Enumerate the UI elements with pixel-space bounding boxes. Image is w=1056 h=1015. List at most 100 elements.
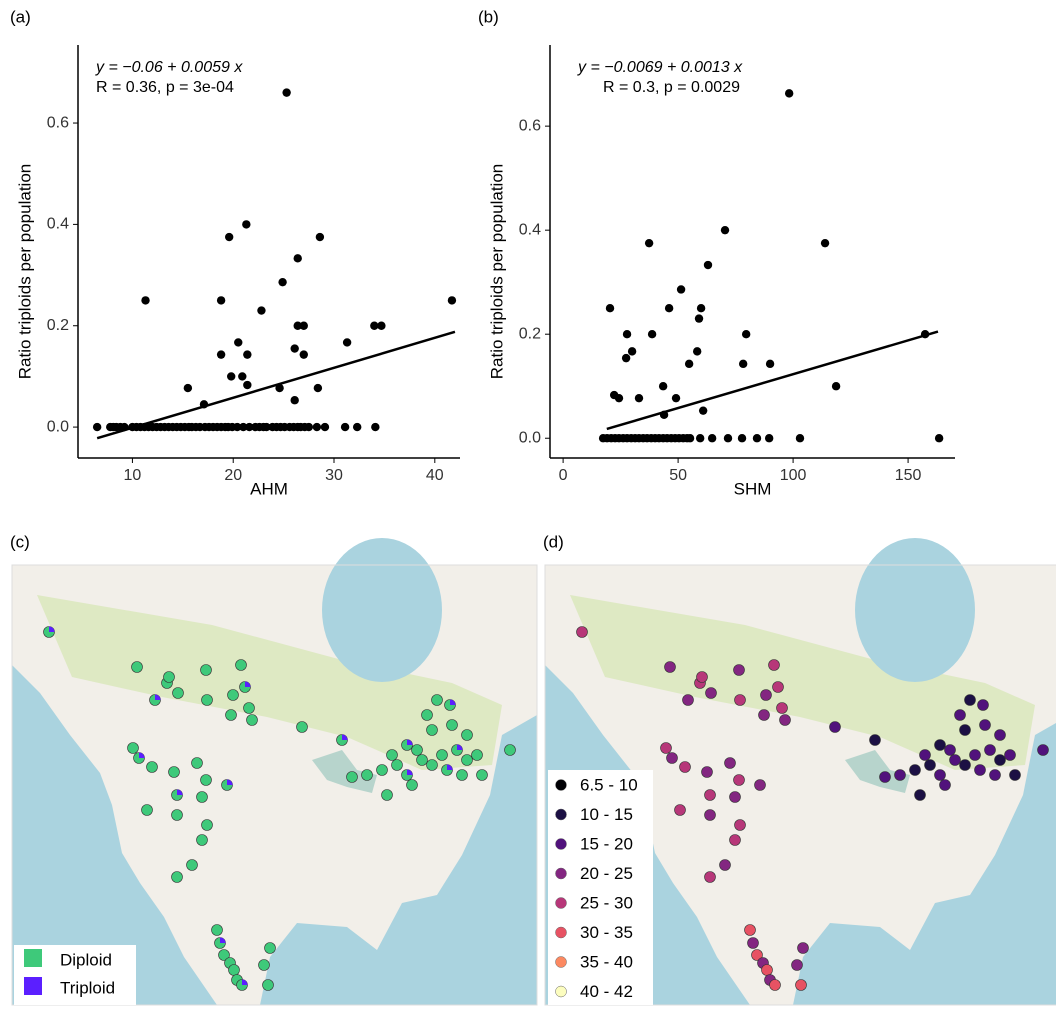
point (742, 330, 750, 338)
map-point (263, 980, 274, 991)
map-point (995, 730, 1006, 741)
map-point (761, 690, 772, 701)
legend-label: 15 - 20 (580, 834, 633, 853)
point (686, 434, 694, 442)
map-point (192, 758, 203, 769)
point (316, 233, 324, 241)
map-point (910, 765, 921, 776)
map-point (960, 725, 971, 736)
map-point (382, 790, 393, 801)
map-point (734, 775, 745, 786)
annotation: R = 0.3, p = 0.0029 (603, 79, 740, 96)
map-point (1038, 745, 1049, 756)
map-point (265, 943, 276, 954)
map-point (755, 780, 766, 791)
map-point (730, 792, 741, 803)
map-point (472, 750, 483, 761)
legend-label: 25 - 30 (580, 893, 633, 912)
map-point (769, 660, 780, 671)
map-point (777, 703, 788, 714)
point (243, 381, 251, 389)
map-point (915, 790, 926, 801)
map-point (407, 780, 418, 791)
legend-swatch (556, 868, 567, 879)
x-tick-label: 50 (669, 467, 687, 484)
fit-line (97, 332, 455, 438)
point (672, 394, 680, 402)
map-point (172, 810, 183, 821)
page: (a) (b) (c) (d) 0.00.20.40.610203040AHMR… (0, 0, 1056, 1015)
map-point (297, 722, 308, 733)
map-point (462, 755, 473, 766)
map-point (427, 725, 438, 736)
map-point (187, 860, 198, 871)
map-point (880, 772, 891, 783)
point (300, 322, 308, 330)
map-point (577, 627, 588, 638)
map-point (734, 665, 745, 676)
x-tick-label: 20 (224, 467, 242, 484)
point (721, 226, 729, 234)
point (724, 434, 732, 442)
point (704, 261, 712, 269)
point (234, 338, 242, 346)
point (313, 423, 321, 431)
map-point (975, 765, 986, 776)
annotation: R = 0.36, p = 3e-04 (96, 79, 234, 96)
point (628, 347, 636, 355)
legend-label: Triploid (60, 978, 115, 997)
point (738, 434, 746, 442)
map-point (798, 943, 809, 954)
point (615, 394, 623, 402)
x-tick-label: 100 (780, 467, 807, 484)
map-point (128, 743, 139, 754)
x-tick-label: 0 (559, 467, 568, 484)
map-point (735, 695, 746, 706)
y-tick-label: 0.0 (47, 418, 69, 435)
map-point (132, 662, 143, 673)
map-point (935, 740, 946, 751)
point (766, 360, 774, 368)
map-point (417, 755, 428, 766)
map-point (985, 745, 996, 756)
map-point (796, 980, 807, 991)
point (341, 423, 349, 431)
point (278, 278, 286, 286)
map-point (925, 760, 936, 771)
y-axis-label: Ratio triploids per population (487, 164, 506, 379)
point (217, 350, 225, 358)
map-point (706, 688, 717, 699)
y-tick-label: 0.0 (519, 429, 541, 446)
map-point (748, 938, 759, 949)
point (184, 384, 192, 392)
map-point (432, 695, 443, 706)
map-point (392, 760, 403, 771)
legend-swatch (556, 898, 567, 909)
map-point (661, 743, 672, 754)
map-point (202, 820, 213, 831)
panel-label: (b) (478, 7, 499, 26)
fit-line (607, 332, 938, 429)
map-point (730, 835, 741, 846)
map-point (702, 767, 713, 778)
map-point (725, 758, 736, 769)
point (832, 382, 840, 390)
map-point (172, 872, 183, 883)
map-point (147, 762, 158, 773)
map-point (164, 672, 175, 683)
figure: (a) (b) (c) (d) 0.00.20.40.610203040AHMR… (0, 0, 1056, 1010)
legend-label: 30 - 35 (580, 923, 633, 942)
point (606, 304, 614, 312)
map-point (780, 715, 791, 726)
point (227, 372, 235, 380)
point (796, 434, 804, 442)
map-point (457, 770, 468, 781)
y-axis-label: Ratio triploids per population (15, 164, 34, 379)
map-point (759, 710, 770, 721)
point (622, 354, 630, 362)
legend-label: 40 - 42 (580, 982, 633, 1001)
map-point (667, 753, 678, 764)
map-point (970, 750, 981, 761)
point (685, 360, 693, 368)
point (294, 254, 302, 262)
